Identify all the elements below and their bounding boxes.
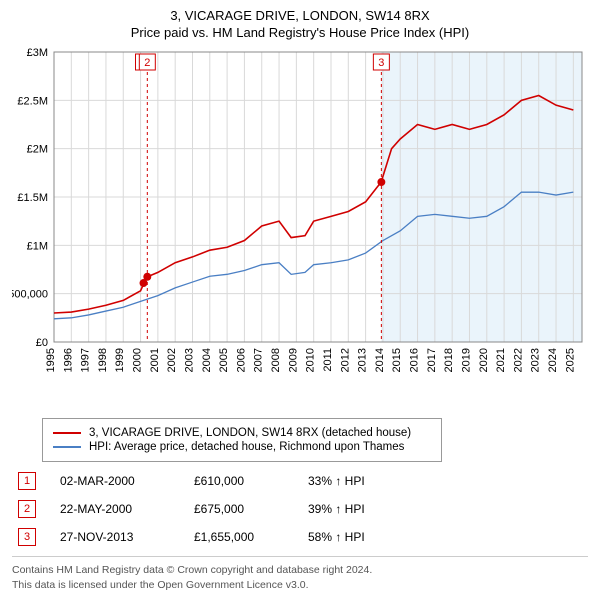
transactions-table: 1 02-MAR-2000 £610,000 33% ↑ HPI 2 22-MA…	[18, 472, 588, 546]
svg-text:2016: 2016	[409, 348, 421, 372]
legend-item: 3, VICARAGE DRIVE, LONDON, SW14 8RX (det…	[53, 427, 431, 439]
tx-marker-1: 1	[18, 472, 36, 490]
svg-text:1995: 1995	[45, 348, 57, 372]
svg-text:2021: 2021	[495, 348, 507, 372]
svg-text:2: 2	[144, 57, 150, 69]
legend-swatch	[53, 446, 81, 448]
legend-swatch	[53, 432, 81, 434]
svg-text:2004: 2004	[201, 348, 213, 372]
tx-price: £1,655,000	[194, 530, 284, 544]
svg-text:1996: 1996	[62, 348, 74, 372]
page: 3, VICARAGE DRIVE, LONDON, SW14 8RX Pric…	[0, 0, 600, 600]
tx-marker-3: 3	[18, 528, 36, 546]
svg-text:£1M: £1M	[27, 240, 48, 252]
svg-text:£500,000: £500,000	[12, 289, 48, 301]
svg-text:3: 3	[378, 57, 384, 69]
tx-date: 27-NOV-2013	[60, 530, 170, 544]
table-row: 1 02-MAR-2000 £610,000 33% ↑ HPI	[18, 472, 588, 490]
footer: Contains HM Land Registry data © Crown c…	[12, 556, 588, 592]
footer-line: Contains HM Land Registry data © Crown c…	[12, 563, 588, 578]
svg-text:2023: 2023	[530, 348, 542, 372]
svg-text:1997: 1997	[80, 348, 92, 372]
tx-date: 02-MAR-2000	[60, 474, 170, 488]
svg-text:£3M: £3M	[27, 47, 48, 59]
title-subtitle: Price paid vs. HM Land Registry's House …	[12, 25, 588, 40]
svg-text:2000: 2000	[132, 348, 144, 372]
svg-text:2022: 2022	[512, 348, 524, 372]
svg-text:2019: 2019	[460, 348, 472, 372]
svg-text:2024: 2024	[547, 348, 559, 372]
svg-text:2013: 2013	[357, 348, 369, 372]
price-chart: £0 £500,000 £1M £1.5M £2M £2.5M £3M 1995 1996 199…	[12, 42, 588, 412]
legend: 3, VICARAGE DRIVE, LONDON, SW14 8RX (det…	[42, 418, 442, 462]
svg-text:£1.5M: £1.5M	[17, 192, 48, 204]
legend-label: 3, VICARAGE DRIVE, LONDON, SW14 8RX (det…	[89, 427, 411, 439]
svg-text:2020: 2020	[478, 348, 490, 372]
svg-text:2003: 2003	[183, 348, 195, 372]
svg-text:2015: 2015	[391, 348, 403, 372]
svg-text:2014: 2014	[374, 348, 386, 372]
svg-text:£0: £0	[36, 337, 48, 349]
tx-price: £610,000	[194, 474, 284, 488]
svg-text:2011: 2011	[322, 348, 334, 372]
svg-text:2025: 2025	[564, 348, 576, 372]
table-row: 3 27-NOV-2013 £1,655,000 58% ↑ HPI	[18, 528, 588, 546]
svg-text:2006: 2006	[235, 348, 247, 372]
svg-text:1998: 1998	[97, 348, 109, 372]
svg-text:2018: 2018	[443, 348, 455, 372]
svg-text:2008: 2008	[270, 348, 282, 372]
footer-line: This data is licensed under the Open Gov…	[12, 578, 588, 593]
svg-text:£2M: £2M	[27, 144, 48, 156]
tx-pct: 39% ↑ HPI	[308, 502, 388, 516]
title-address: 3, VICARAGE DRIVE, LONDON, SW14 8RX	[12, 8, 588, 23]
tx-pct: 33% ↑ HPI	[308, 474, 388, 488]
svg-text:2005: 2005	[218, 348, 230, 372]
svg-text:2009: 2009	[287, 348, 299, 372]
svg-text:2017: 2017	[426, 348, 438, 372]
svg-text:2012: 2012	[339, 348, 351, 372]
tx-price: £675,000	[194, 502, 284, 516]
legend-label: HPI: Average price, detached house, Rich…	[89, 441, 404, 453]
tx-date: 22-MAY-2000	[60, 502, 170, 516]
legend-item: HPI: Average price, detached house, Rich…	[53, 441, 431, 453]
svg-text:1999: 1999	[114, 348, 126, 372]
tx-pct: 58% ↑ HPI	[308, 530, 388, 544]
tx-marker-2: 2	[18, 500, 36, 518]
svg-text:2001: 2001	[149, 348, 161, 372]
svg-text:2007: 2007	[253, 348, 265, 372]
svg-text:£2.5M: £2.5M	[17, 95, 48, 107]
svg-text:2002: 2002	[166, 348, 178, 372]
svg-text:2010: 2010	[305, 348, 317, 372]
table-row: 2 22-MAY-2000 £675,000 39% ↑ HPI	[18, 500, 588, 518]
